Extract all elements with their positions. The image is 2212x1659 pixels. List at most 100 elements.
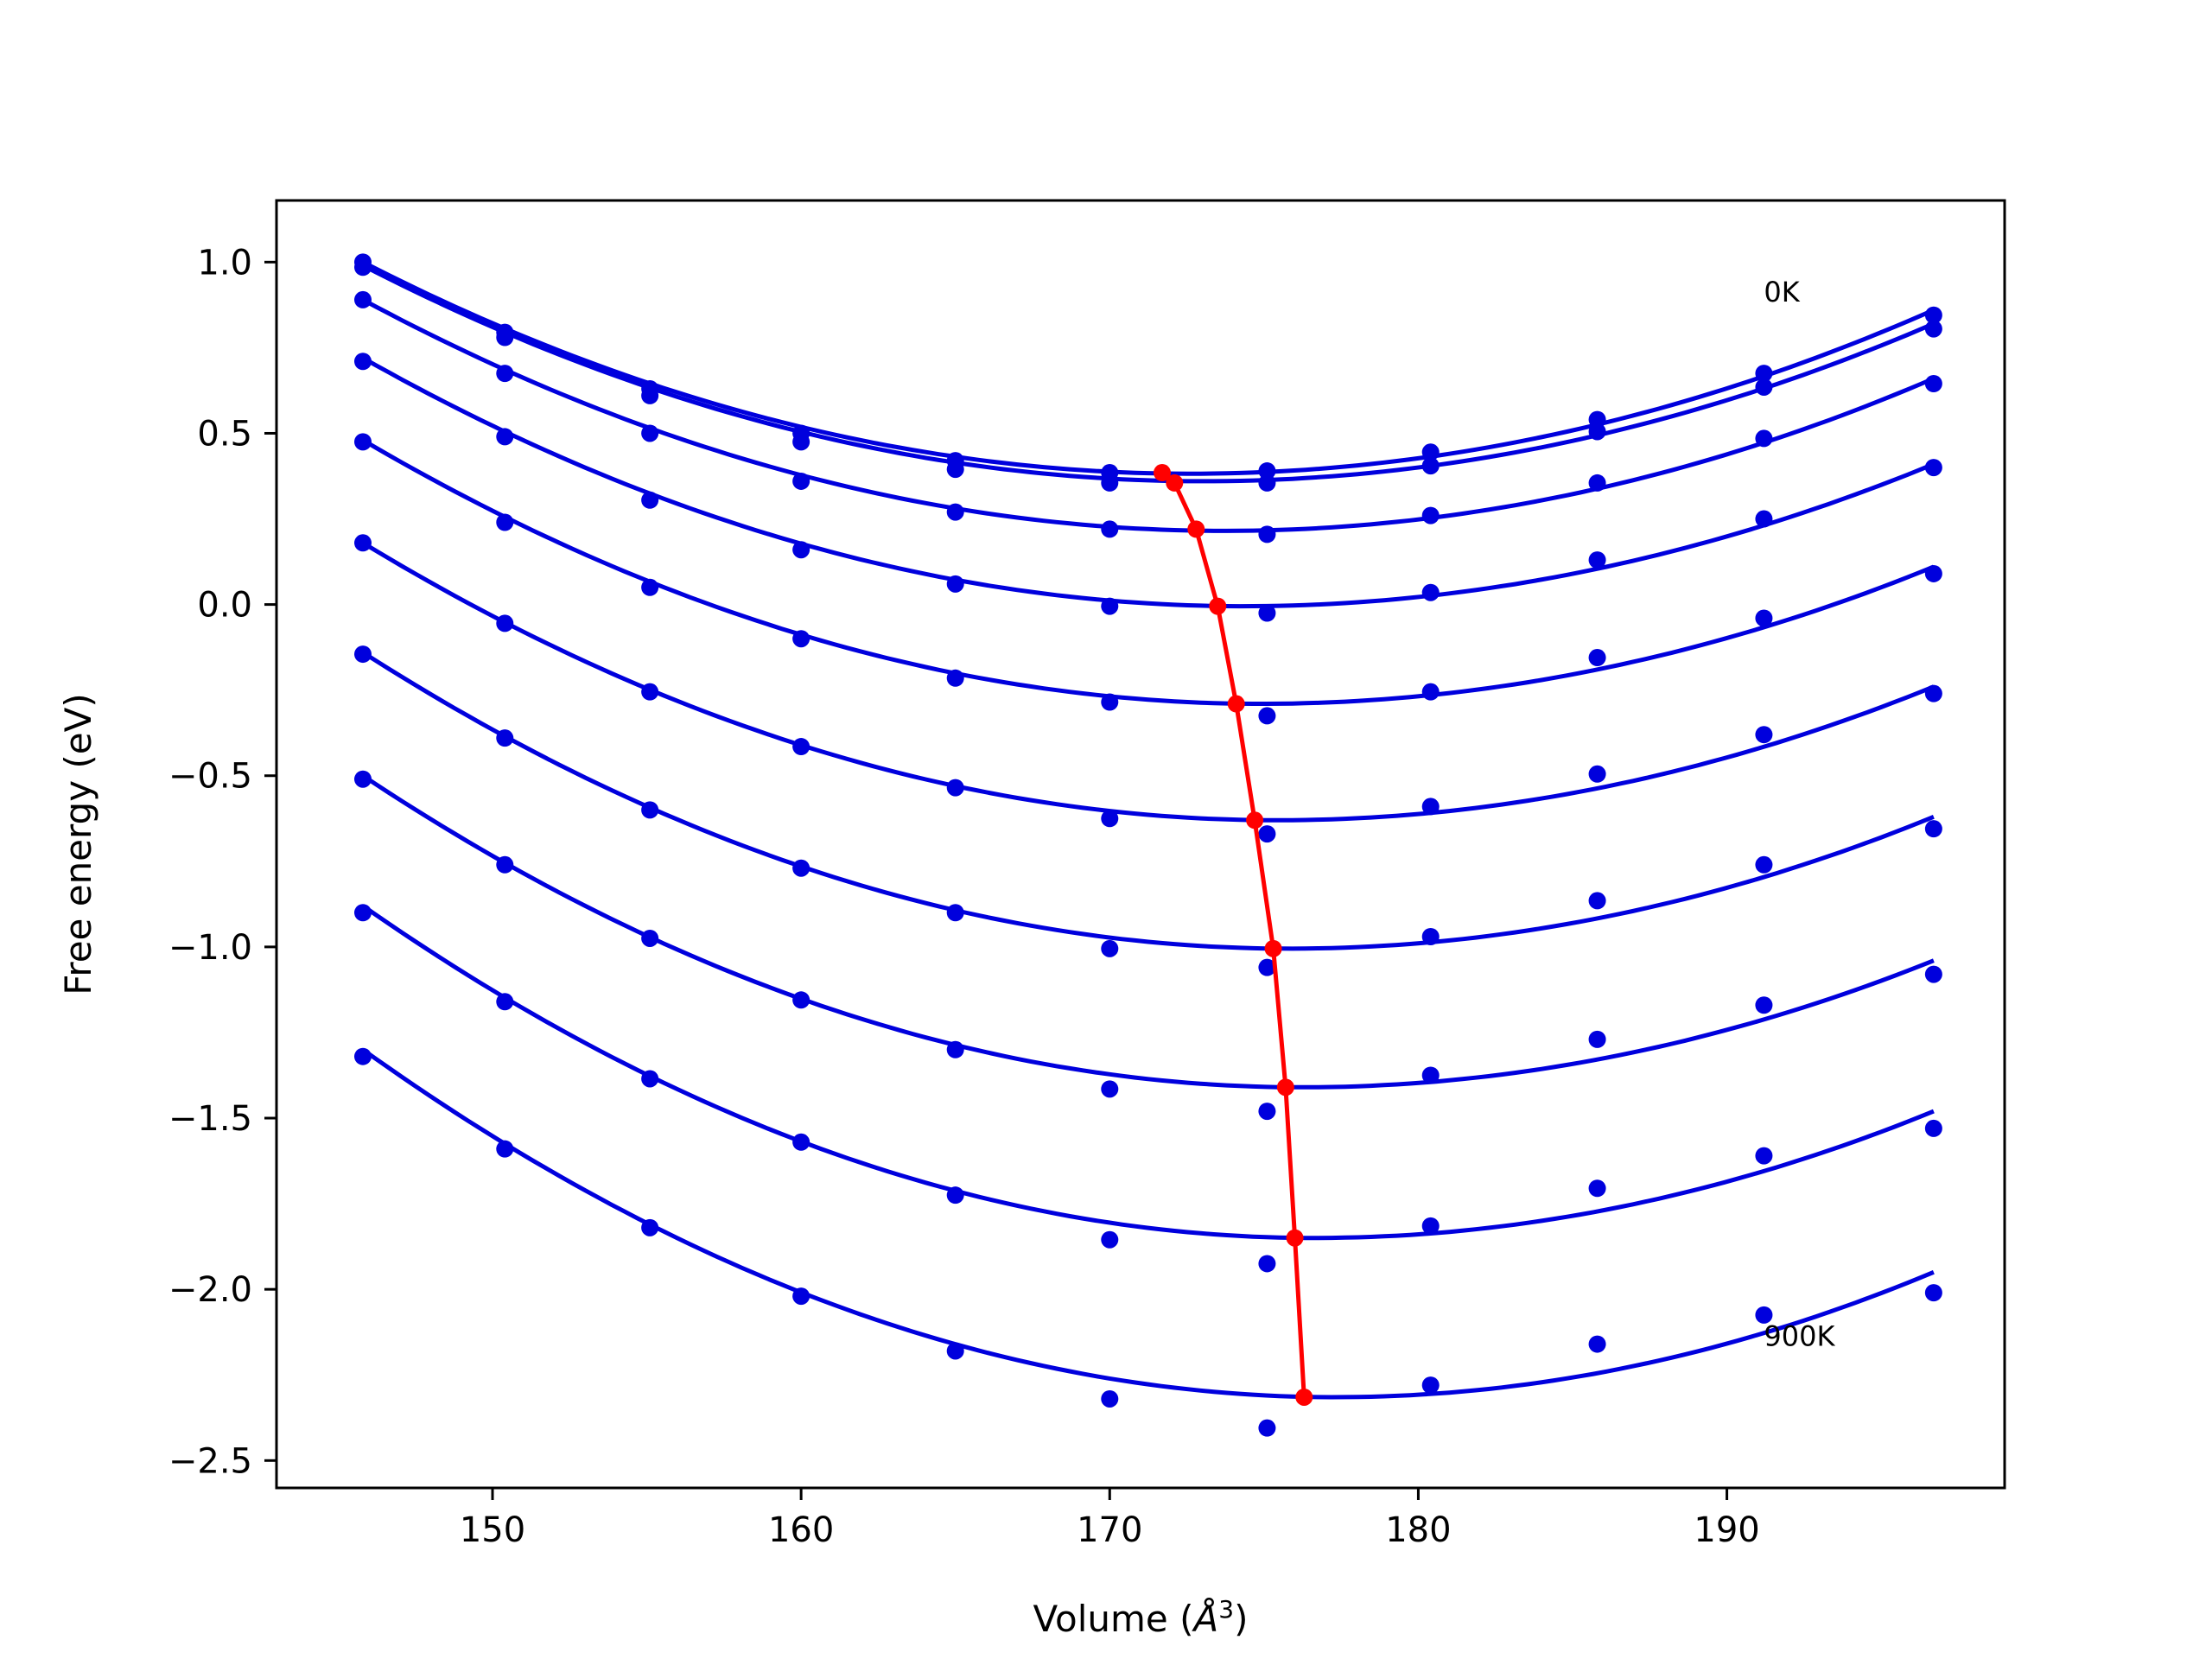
minimum-point-3: [1209, 597, 1227, 615]
data-point-s5-5: [1101, 810, 1119, 828]
data-point-s1-9: [1755, 378, 1773, 396]
data-point-s6-3: [792, 859, 810, 877]
minimum-point-5: [1246, 811, 1264, 830]
data-point-s7-6: [1258, 1103, 1276, 1121]
data-point-s5-8: [1588, 765, 1606, 783]
data-point-s9-7: [1421, 1376, 1440, 1395]
data-point-s4-4: [946, 669, 964, 687]
data-point-s1-3: [792, 433, 810, 451]
y-tick-label: 0.5: [197, 414, 252, 454]
data-point-s0-6: [1258, 462, 1276, 480]
data-point-s5-1: [496, 614, 514, 632]
data-point-s1-8: [1588, 423, 1606, 441]
data-point-s6-5: [1101, 939, 1119, 957]
x-tick-label: 160: [768, 1510, 834, 1550]
data-point-s7-7: [1421, 1066, 1440, 1084]
data-point-s8-5: [1101, 1230, 1119, 1249]
data-point-s2-7: [1421, 506, 1440, 524]
x-tick-label: 180: [1385, 1510, 1451, 1550]
data-point-s3-8: [1588, 551, 1606, 569]
data-point-s7-5: [1101, 1080, 1119, 1098]
data-point-s3-4: [946, 575, 964, 593]
data-point-s0-7: [1421, 443, 1440, 461]
data-point-s9-6: [1258, 1419, 1276, 1437]
plot-frame: [275, 199, 2006, 1490]
y-tick-label: 0.0: [197, 586, 252, 626]
fit-curve-1: [361, 264, 1935, 484]
data-point-s6-8: [1588, 892, 1606, 910]
y-axis-label: Free energy (eV): [57, 693, 99, 995]
data-point-s3-9: [1755, 510, 1773, 528]
fit-curve-5: [361, 541, 1935, 823]
data-point-s6-6: [1258, 958, 1276, 976]
data-point-s8-8: [1588, 1179, 1606, 1198]
plot-area: 0K 900K: [354, 253, 1942, 1437]
data-point-s4-10: [1924, 564, 1942, 582]
data-point-s4-8: [1588, 649, 1606, 667]
data-point-s8-1: [496, 993, 514, 1011]
data-point-s8-3: [792, 1133, 810, 1151]
x-axis-label-text: Volume (: [1033, 1598, 1194, 1640]
minimum-point-2: [1187, 520, 1205, 538]
data-point-s6-0: [354, 645, 372, 664]
axes: 150 160 170 180 190 −2.5 −2.0 −1.5 −1.0 −0.5 0.0 0.…: [168, 243, 1760, 1550]
data-point-s2-5: [1101, 520, 1119, 538]
data-point-s2-6: [1258, 525, 1276, 543]
data-point-s2-9: [1755, 429, 1773, 448]
data-point-s5-10: [1924, 684, 1942, 702]
minimum-point-7: [1276, 1078, 1294, 1096]
y-tick-label: −1.0: [168, 928, 252, 968]
x-axis-label: Volume (Å3): [1033, 1595, 1249, 1640]
data-point-s2-1: [496, 365, 514, 383]
data-point-s6-10: [1924, 820, 1942, 838]
data-point-s2-0: [354, 290, 372, 308]
data-point-s1-10: [1924, 320, 1942, 338]
data-point-s1-1: [496, 328, 514, 346]
data-point-s9-8: [1588, 1335, 1606, 1353]
data-point-s8-10: [1924, 1119, 1942, 1137]
data-point-s8-4: [946, 1186, 964, 1205]
data-point-s7-0: [354, 770, 372, 788]
fit-curve-8: [361, 904, 1935, 1241]
data-point-s3-6: [1258, 604, 1276, 622]
data-point-s3-2: [641, 491, 659, 509]
data-point-s4-5: [1101, 693, 1119, 711]
data-point-s5-4: [946, 779, 964, 797]
y-tick-label: −2.0: [168, 1270, 252, 1310]
data-point-s6-2: [641, 801, 659, 819]
data-point-s7-2: [641, 929, 659, 947]
data-point-s1-0: [354, 258, 372, 276]
minimum-point-9: [1295, 1388, 1313, 1406]
x-axis-label-exponent: 3: [1218, 1595, 1234, 1624]
data-point-s4-6: [1258, 707, 1276, 725]
fit-curve-2: [361, 297, 1935, 533]
y-tick-label: −0.5: [168, 757, 252, 797]
data-point-s9-4: [946, 1342, 964, 1360]
fit-curve-6: [361, 650, 1935, 951]
data-point-s9-9: [1755, 1306, 1773, 1324]
data-point-s3-3: [792, 541, 810, 559]
data-point-s3-7: [1421, 583, 1440, 601]
data-point-s5-2: [641, 683, 659, 701]
data-point-s9-0: [354, 1047, 372, 1065]
data-point-s3-0: [354, 353, 372, 371]
x-tick-label: 190: [1694, 1510, 1759, 1550]
data-point-s7-8: [1588, 1030, 1606, 1048]
data-point-s2-10: [1924, 375, 1942, 393]
minimum-point-6: [1264, 939, 1282, 957]
data-point-s9-1: [496, 1140, 514, 1158]
x-tick-label: 170: [1077, 1510, 1142, 1550]
fit-curve-7: [361, 773, 1935, 1090]
data-point-s4-9: [1755, 609, 1773, 627]
data-point-s6-4: [946, 904, 964, 922]
y-tick-label: 1.0: [197, 243, 252, 283]
data-point-s4-3: [792, 630, 810, 648]
data-point-s3-1: [496, 428, 514, 446]
data-point-s8-7: [1421, 1217, 1440, 1235]
data-point-s9-10: [1924, 1284, 1942, 1302]
data-point-s5-6: [1258, 825, 1276, 843]
annotation-0k: 0K: [1764, 276, 1800, 308]
data-point-s7-1: [496, 855, 514, 874]
fit-curve-9: [361, 1047, 1935, 1400]
